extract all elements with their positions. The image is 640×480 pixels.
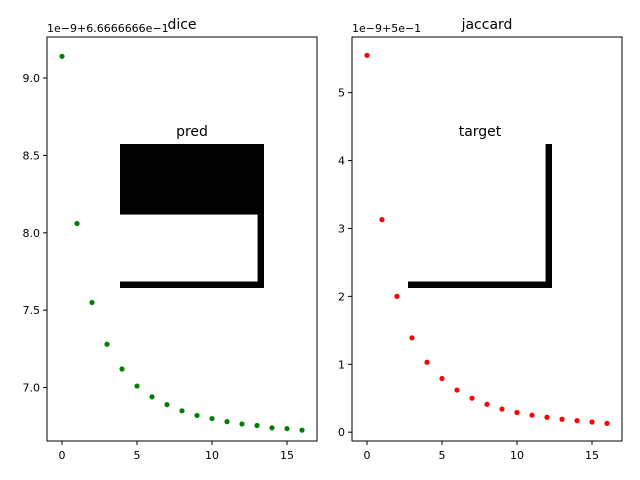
data-point xyxy=(394,293,400,299)
data-point xyxy=(589,419,595,425)
data-point xyxy=(604,420,610,426)
y-tick-label: 8.5 xyxy=(23,149,41,162)
x-tick-label: 10 xyxy=(510,449,524,462)
jaccard-title: jaccard xyxy=(461,17,513,33)
data-point xyxy=(379,217,385,223)
data-point xyxy=(439,375,445,382)
data-point xyxy=(499,406,505,412)
jaccard-axes-frame xyxy=(351,36,623,442)
mask-region xyxy=(120,144,264,215)
jaccard-panel: 0 5 10 15 0 1 2 3 4 5 jaccard 1e−9+5e−1 target xyxy=(338,17,623,462)
mask-region xyxy=(545,144,552,288)
data-point xyxy=(209,415,215,422)
data-point xyxy=(529,412,535,418)
y-tick-label: 5 xyxy=(338,87,345,100)
y-tick-label: 4 xyxy=(338,155,345,168)
x-tick-label: 5 xyxy=(439,449,446,462)
dice-panel: 0 5 10 15 7.0 7.5 8.0 8.5 9.0 dice 1e−9+6.66666… xyxy=(23,17,318,462)
data-point xyxy=(544,414,550,420)
data-point xyxy=(574,418,580,424)
x-tick-label: 0 xyxy=(364,449,371,462)
x-tick-label: 10 xyxy=(205,449,219,462)
data-point xyxy=(514,409,520,416)
y-tick-label: 2 xyxy=(338,290,345,303)
jaccard-markers xyxy=(364,52,610,426)
x-tick-label: 15 xyxy=(585,449,599,462)
pred-inset-title: pred xyxy=(176,124,208,140)
dice-offset-label: 1e−9+6.6666666e−1 xyxy=(47,22,169,35)
data-point xyxy=(74,220,80,227)
pred-inset-image xyxy=(120,144,264,288)
mask-region xyxy=(257,214,264,288)
y-tick-label: 8.0 xyxy=(23,227,41,240)
data-point xyxy=(119,366,125,372)
y-tick-label: 1 xyxy=(338,358,345,371)
data-point xyxy=(149,394,155,400)
target-inset-title: target xyxy=(459,124,502,140)
data-point xyxy=(409,335,415,341)
dice-title: dice xyxy=(167,17,196,33)
data-point xyxy=(194,412,200,419)
target-inset-image xyxy=(408,144,552,288)
data-point xyxy=(364,52,370,58)
mask-region xyxy=(408,281,552,288)
data-point xyxy=(484,401,490,407)
data-point xyxy=(284,426,290,432)
x-tick-label: 15 xyxy=(280,449,294,462)
data-point xyxy=(224,419,230,425)
data-point xyxy=(424,359,430,365)
y-tick-label: 9.0 xyxy=(23,72,41,85)
y-tick-label: 7.0 xyxy=(23,382,41,395)
data-point xyxy=(469,395,475,401)
data-point xyxy=(239,421,245,427)
y-tick-label: 7.5 xyxy=(23,304,41,317)
jaccard-x-ticks: 0 5 10 15 xyxy=(364,441,599,462)
y-tick-label: 0 xyxy=(338,426,345,439)
data-point xyxy=(104,341,110,347)
dice-y-ticks: 7.0 7.5 8.0 8.5 9.0 xyxy=(23,72,47,395)
data-point xyxy=(454,387,460,393)
dice-markers xyxy=(59,53,305,433)
x-tick-label: 0 xyxy=(59,449,66,462)
data-point xyxy=(59,53,65,59)
y-tick-label: 3 xyxy=(338,222,345,235)
data-point xyxy=(134,383,140,389)
data-point xyxy=(179,408,185,414)
dice-x-ticks: 0 5 10 15 xyxy=(59,441,294,462)
data-point xyxy=(299,427,305,433)
jaccard-y-ticks: 0 1 2 3 4 5 xyxy=(338,87,352,439)
data-point xyxy=(89,299,95,306)
data-point xyxy=(269,425,275,431)
data-point xyxy=(254,422,260,429)
x-tick-label: 5 xyxy=(134,449,141,462)
data-point xyxy=(559,416,565,422)
mask-region xyxy=(120,281,264,288)
dice-axes-frame xyxy=(46,36,318,442)
jaccard-offset-label: 1e−9+5e−1 xyxy=(352,22,421,35)
data-point xyxy=(164,402,170,408)
